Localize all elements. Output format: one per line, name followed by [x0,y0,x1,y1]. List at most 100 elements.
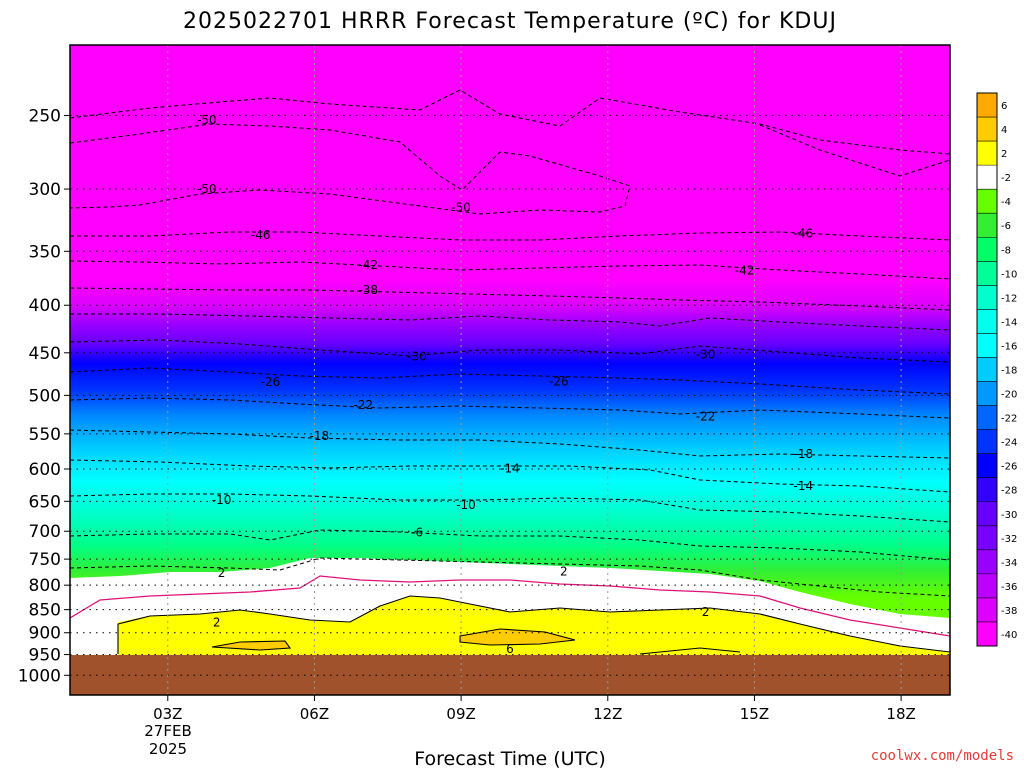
colorbar-swatch [977,477,997,503]
warm-pocket-orange-2 [460,629,575,645]
colorbar-tick-label: -8 [1001,245,1011,256]
x-axis-label: Forecast Time (UTC) [414,748,605,768]
contour-plus4-c [639,647,741,655]
grid-lines [70,45,950,695]
colorbar-swatch [977,309,997,334]
colorbar-tick-label: -38 [1001,606,1017,617]
y-tick-label: 900 [29,624,61,644]
contour-label: 2 [702,605,710,619]
colorbar-frame [976,92,998,647]
contour-label: -26 [549,374,569,388]
colorbar-tick-label: -26 [1001,462,1017,473]
contour-label: 6 [506,642,514,656]
colorbar-tick-label: -6 [1001,221,1011,232]
contour-label: -10 [456,498,476,512]
x-tick-label: 15Z [740,705,769,723]
y-tick-label: 400 [29,296,61,316]
contour-label: -10 [212,493,232,507]
plot-frame [69,44,951,696]
contour-label: -14 [500,461,520,475]
contour-50-a [70,89,950,155]
contour-18 [70,429,950,459]
contour-plus4-a [211,640,292,651]
y-tick-label: 1000 [18,666,61,686]
colorbar-swatch [977,573,997,599]
plot-area [70,45,950,695]
y-tick-label: 950 [29,646,61,666]
colorbar-swatch [977,597,997,623]
contour-label: -26 [261,375,281,389]
contour-label: -50 [197,182,217,196]
y-tick-label: 300 [29,180,61,200]
y-tick-label: 250 [29,106,61,126]
x-tick-label: 12Z [593,705,622,723]
contour-label: -42 [735,263,755,277]
x-axis-ticks: 03Z 06Z 09Z 12Z 15Z 18Z [153,695,916,723]
colorbar-swatch [977,501,997,527]
contour-50-c [759,124,950,177]
contour-label: -14 [794,479,814,493]
contour-label: 2 [218,566,226,580]
contour-label: -50 [197,113,217,127]
contour-label: 2 [213,616,221,630]
x-date-line-1: 27FEB [144,722,191,740]
colorbar-tick-label: -18 [1001,366,1017,377]
colorbar-tick-label: 2 [1001,149,1007,160]
contour-46 [70,231,950,241]
colorbar-swatch [977,405,997,431]
colorbar-swatch [977,549,997,575]
contour-label: -46 [794,227,814,241]
colorbar: 6 4 2 -2 -4 -6 -8 -10 -12 -14 -16 -18 -20 -22 -24 -26 -2… [976,92,1017,647]
contour-label: -6 [411,525,423,539]
y-tick-label: 350 [29,242,61,262]
colorbar-swatch [977,381,997,407]
colorbar-swatch [977,165,997,190]
contour-labels: -50 -50 -50 -46 -46 -42 -42 -38 -30 -30 -26 -26 -22 -… [197,113,814,656]
contour-label: -46 [251,228,271,242]
x-tick-label: 06Z [300,705,329,723]
contour-label: -18 [794,447,814,461]
y-tick-label: 600 [29,460,61,480]
colorbar-swatch [977,357,997,383]
y-tick-label: 700 [29,522,61,542]
y-tick-label: 500 [29,386,61,406]
colorbar-swatch [977,93,997,118]
colorbar-tick-label: -40 [1001,630,1017,641]
contour-22 [70,397,950,419]
contour-30 [70,339,950,363]
contour-2 [70,557,950,597]
contour-label: -18 [310,429,330,443]
x-tick-label: 18Z [886,705,915,723]
warm-layer-yellow [118,596,950,655]
colorbar-tick-label: -22 [1001,414,1017,425]
colorbar-tick-label: -20 [1001,390,1017,401]
contour-label: -22 [696,410,716,424]
colorbar-swatch [977,453,997,479]
colorbar-swatch [977,285,997,310]
colorbar-tick-label: 6 [1001,101,1007,112]
colorbar-swatch [977,525,997,551]
colorbar-tick-label: -14 [1001,317,1017,328]
contour-14 [70,459,950,493]
contour-label: -30 [407,349,427,363]
contour-plus2 [117,595,950,654]
y-tick-label: 550 [29,425,61,445]
colorbar-swatch [977,189,997,214]
colorbar-tick-label: -24 [1001,438,1017,449]
y-tick-label: 650 [29,492,61,512]
colorbar-swatch [977,261,997,286]
colorbar-tick-label: -12 [1001,293,1017,304]
colorbar-tick-label: -36 [1001,582,1017,593]
contour-lines [70,89,950,597]
colorbar-swatch [977,141,997,166]
ground-fill [70,655,950,695]
colorbar-tick-label: -4 [1001,197,1011,208]
colorbar-swatch [977,117,997,142]
colorbar-swatch [977,429,997,455]
colorbar-tick-label: -16 [1001,341,1017,352]
colorbar-tick-label: -10 [1001,269,1017,280]
colorbar-tick-label: -34 [1001,558,1017,569]
colorbar-tick-label: -2 [1001,173,1011,184]
chart-title: 2025022701 HRRR Forecast Temperature (ºC… [183,9,837,34]
